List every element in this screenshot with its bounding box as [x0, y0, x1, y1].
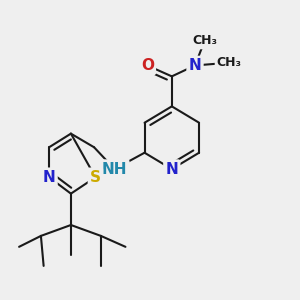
Text: N: N — [189, 58, 201, 73]
Text: CH₃: CH₃ — [192, 34, 217, 47]
Text: NH: NH — [102, 162, 127, 177]
Text: N: N — [43, 170, 56, 185]
Text: CH₃: CH₃ — [217, 56, 242, 69]
Text: S: S — [90, 170, 101, 185]
Text: O: O — [141, 58, 154, 73]
Text: N: N — [165, 162, 178, 177]
